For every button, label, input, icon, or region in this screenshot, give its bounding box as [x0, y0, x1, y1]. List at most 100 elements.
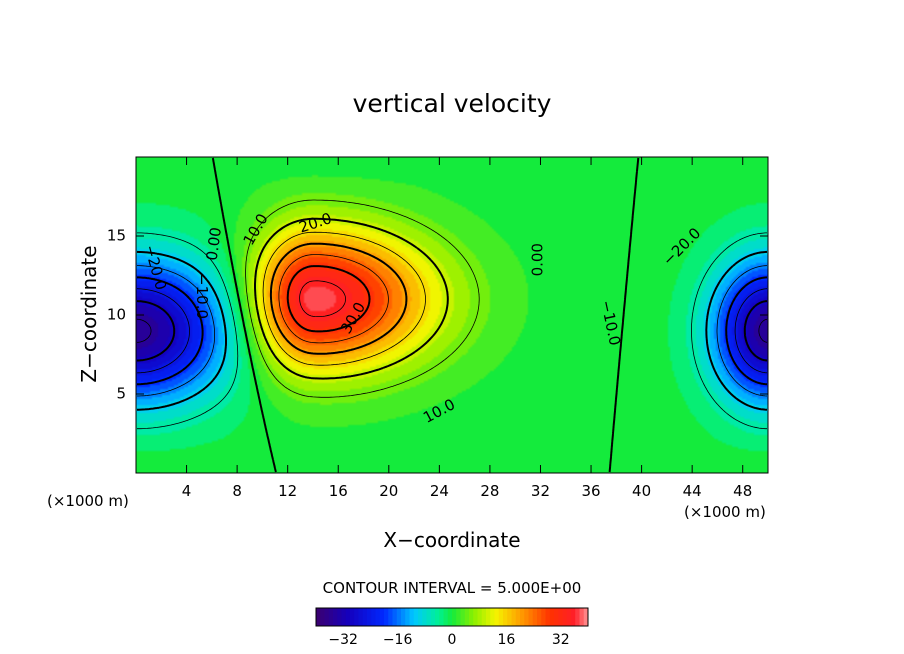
x-axis: 4 8 12 16 20 24 28 32 36 40 44 48	[182, 157, 752, 500]
colorbar-segment	[388, 608, 393, 626]
y-tick-label: 10	[107, 306, 126, 324]
colorbar-segment	[549, 608, 555, 626]
colorbar-segment	[473, 608, 478, 626]
contour-line	[137, 265, 768, 397]
x-tick-label: 36	[581, 482, 600, 500]
x-tick-label: 16	[329, 482, 348, 500]
colorbar-segment	[354, 608, 359, 626]
x-unit-right: (×1000 m)	[684, 503, 766, 521]
colorbar-segment	[460, 608, 466, 626]
colorbar-segment	[469, 608, 474, 626]
colorbar-segment	[435, 608, 440, 626]
colorbar-segment	[571, 608, 576, 626]
colorbar-segment	[515, 608, 521, 626]
contour-line	[262, 231, 426, 366]
colorbar-segment	[413, 608, 419, 626]
contour-line	[136, 318, 768, 343]
colorbar-segment	[524, 608, 529, 626]
colorbar-segment	[375, 608, 381, 626]
x-tick-label: 44	[683, 482, 702, 500]
colorbar-segment	[520, 608, 525, 626]
colorbar-segment	[481, 608, 487, 626]
y-tick-label: 15	[107, 227, 126, 245]
colorbar-segment	[507, 608, 512, 626]
colorbar-segment	[337, 608, 342, 626]
colorbar-segment	[350, 608, 355, 626]
colorbar-segment	[362, 608, 368, 626]
colorbar-segment	[439, 608, 444, 626]
contour-line	[136, 288, 768, 374]
colorbar-segment	[503, 608, 508, 626]
contour-line	[278, 254, 389, 344]
colorbar-segment	[477, 608, 483, 626]
colorbar-segment	[316, 608, 321, 626]
colorbar-segment	[384, 608, 389, 626]
colorbar-segment	[486, 608, 491, 626]
colorbar-segment	[443, 608, 449, 626]
colorbar-segment	[575, 608, 580, 626]
colorbar-tick-label: 16	[497, 632, 515, 648]
x-tick-label: 12	[278, 482, 297, 500]
contour-line	[254, 217, 449, 380]
colorbar-segment	[579, 608, 585, 626]
colorbar: −32 −16 0 16 32	[315, 607, 589, 648]
x-tick-label: 40	[632, 482, 651, 500]
colorbar-segment	[422, 608, 427, 626]
x-tick-label: 28	[480, 482, 499, 500]
colorbar-segment	[558, 608, 563, 626]
plot-area: −20.0−10.00.00 10.0 20.030.010.00.00−10.0−…	[135, 156, 769, 474]
colorbar-segment	[452, 608, 457, 626]
colorbar-tick-label: 32	[552, 632, 570, 648]
colorbar-segment	[511, 608, 517, 626]
colorbar-frame	[315, 607, 589, 627]
colorbar-tick-label: −32	[328, 632, 358, 648]
colorbar-segment	[498, 608, 504, 626]
colorbar-segment	[430, 608, 436, 626]
contour-line	[137, 276, 768, 386]
colorbar-segment	[426, 608, 432, 626]
colorbar-segment	[328, 608, 334, 626]
contour-line	[299, 280, 346, 317]
contour-line	[136, 250, 768, 411]
x-tick-label: 8	[232, 482, 242, 500]
colorbar-segment	[345, 608, 351, 626]
contour-line	[269, 242, 408, 355]
colorbar-segment	[371, 608, 376, 626]
colorbar-segment	[566, 608, 572, 626]
colorbar-segment	[341, 608, 347, 626]
colorbar-segment	[447, 608, 453, 626]
contour-line	[137, 232, 767, 430]
colorbar-segment	[537, 608, 542, 626]
colorbar-tick-label: 0	[448, 632, 457, 648]
colorbar-segment	[333, 608, 338, 626]
y-axis: 5 10 15	[107, 227, 768, 403]
colorbar-segment	[379, 608, 385, 626]
contour-interval-text: CONTOUR INTERVAL = 5.000E+00	[323, 579, 582, 597]
colorbar-segment	[320, 608, 325, 626]
colorbar-tick-label: −16	[383, 632, 413, 648]
colorbar-segment	[418, 608, 423, 626]
colorbar-segment	[528, 608, 534, 626]
contour-label: 0.00	[528, 243, 546, 276]
contour-line	[211, 157, 640, 473]
colorbar-segment	[367, 608, 372, 626]
colorbar-segment	[358, 608, 364, 626]
colorbar-segment	[583, 608, 589, 626]
colorbar-segment	[456, 608, 461, 626]
colorbar-segment	[324, 608, 330, 626]
colorbar-segment	[494, 608, 500, 626]
contour-line	[245, 199, 480, 398]
colorbar-segment	[401, 608, 406, 626]
y-axis-label: Z−coordinate	[77, 245, 101, 382]
colorbar-segment	[532, 608, 538, 626]
contour-label: 0.00	[203, 226, 225, 262]
colorbar-segment	[562, 608, 568, 626]
colorbar-segment	[554, 608, 559, 626]
x-tick-label: 48	[733, 482, 752, 500]
chart-title: vertical velocity	[353, 89, 552, 118]
colorbar-segment	[464, 608, 470, 626]
x-tick-label: 32	[531, 482, 550, 500]
x-tick-label: 4	[182, 482, 192, 500]
contour-label: −10.0	[193, 273, 211, 319]
